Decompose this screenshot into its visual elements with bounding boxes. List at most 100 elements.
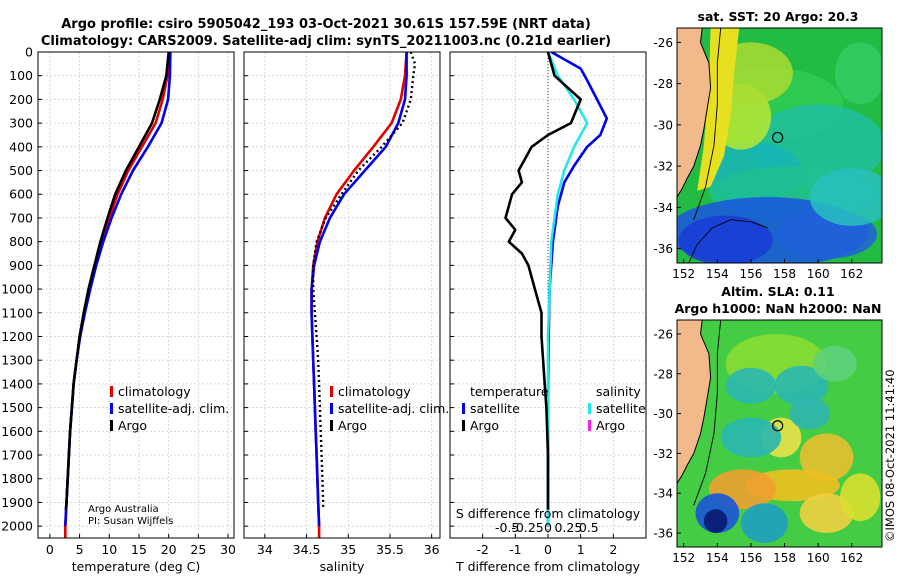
land xyxy=(677,28,712,198)
x-tick-label: 25 xyxy=(190,542,206,557)
y-tick-label: 600 xyxy=(9,187,33,202)
difference-legend: temperature salinity satellite Argo sate… xyxy=(462,384,646,433)
y-tick-label: 400 xyxy=(9,139,33,154)
y-tick-label: 200 xyxy=(9,92,33,107)
x-axis-label: T difference from climatology xyxy=(455,559,641,574)
diff-legend-label-t-argo: Argo xyxy=(470,418,499,433)
series-line-satellite-adj-clim- xyxy=(310,52,408,527)
x-tick-label: 10 xyxy=(101,542,117,557)
y-tick-label: 300 xyxy=(9,116,33,131)
credit-line1: Argo Australia xyxy=(88,504,159,515)
sal-legend-label-satellite: satellite-adj. clim. xyxy=(338,401,449,416)
map-x-tick-label: 162 xyxy=(840,267,863,281)
contour-line xyxy=(693,28,722,220)
contour-line xyxy=(688,219,768,263)
sla-blob xyxy=(789,397,830,430)
figure-title-line2: Climatology: CARS2009. Satellite-adj cli… xyxy=(41,34,611,49)
diff-legend-swatch-t-argo xyxy=(462,420,465,431)
map-x-tick-label: 158 xyxy=(773,551,796,565)
diff-legend-label-s-satellite: satellite xyxy=(596,401,646,416)
sal-legend-swatch-satellite xyxy=(330,403,333,414)
map-y-tick-label: -28 xyxy=(653,77,673,91)
salinity-legend: climatology satellite-adj. clim. Argo xyxy=(330,384,449,433)
sla-blob xyxy=(799,433,854,482)
legend-label-satellite: satellite-adj. clim. xyxy=(118,401,229,416)
y-tick-label: 1800 xyxy=(1,471,33,486)
y-tick-label: 700 xyxy=(9,210,33,225)
sal-legend-swatch-argo xyxy=(330,420,333,431)
series-line-t-satellite xyxy=(546,52,609,527)
y-tick-label: 2000 xyxy=(1,519,33,534)
x-tick-label: 20 xyxy=(161,542,177,557)
map-y-tick-label: -36 xyxy=(653,242,673,256)
x-tick-label: 35 xyxy=(340,542,356,557)
series-line-argo xyxy=(64,52,170,510)
y-tick-label: 1500 xyxy=(1,400,33,415)
sst-warm-band xyxy=(697,28,740,191)
temperature-panel: 0 5 10 15 20 25 300100200300400500600700800900… xyxy=(1,45,236,575)
map-x-tick-label: 158 xyxy=(773,267,796,281)
x-tick-label: 30 xyxy=(220,542,236,557)
sla-blob xyxy=(774,365,829,406)
plot-frame xyxy=(243,51,441,539)
x-tick-label: 34 xyxy=(257,542,273,557)
x-tick-label: 0 xyxy=(544,542,552,557)
sla-blob xyxy=(725,367,777,404)
map-y-tick-label: -28 xyxy=(653,367,673,381)
diff-legend-title-temperature: temperature xyxy=(470,384,549,399)
sla-map-title: Altim. SLA: 0.11 xyxy=(721,284,834,299)
legend-swatch-satellite xyxy=(110,403,113,414)
sst-blob xyxy=(834,42,882,105)
s-tick-label: 0.5 xyxy=(579,520,599,535)
map-field xyxy=(677,320,882,547)
map-x-tick-label: 156 xyxy=(739,267,762,281)
x-tick-label: 35.5 xyxy=(376,542,404,557)
y-tick-label: 1000 xyxy=(1,282,33,297)
sla-blob xyxy=(740,503,788,544)
map-y-tick-label: -36 xyxy=(653,527,673,541)
map-x-tick-label: 154 xyxy=(706,267,729,281)
diff-legend-swatch-s-argo xyxy=(588,420,591,431)
y-tick-label: 800 xyxy=(9,234,33,249)
s-tick-label: -0.25 xyxy=(511,520,543,535)
x-tick-label: -1 xyxy=(509,542,521,557)
x-tick-label: 1 xyxy=(577,542,585,557)
y-tick-label: 1900 xyxy=(1,495,33,510)
diff-legend-label-t-satellite: satellite xyxy=(470,401,520,416)
y-tick-label: 1300 xyxy=(1,353,33,368)
diff-legend-swatch-t-satellite xyxy=(462,403,465,414)
map-x-tick-label: 160 xyxy=(807,267,830,281)
contour-line xyxy=(693,320,722,506)
x-axis-label: temperature (deg C) xyxy=(72,559,201,574)
series-line-t-argo xyxy=(504,52,583,510)
x-axis-label: salinity xyxy=(320,559,365,574)
map-x-tick-label: 152 xyxy=(672,267,695,281)
series-line-argo xyxy=(312,52,417,510)
map-y-tick-label: -26 xyxy=(653,327,673,341)
sst-map-title: sat. SST: 20 Argo: 20.3 xyxy=(698,9,859,24)
sla-blob xyxy=(839,473,881,522)
series-line-climatology xyxy=(310,52,408,538)
map-frame xyxy=(676,27,883,264)
diff-legend-title-salinity: salinity xyxy=(596,384,641,399)
legend-label-climatology: climatology xyxy=(118,384,191,399)
y-tick-label: 1600 xyxy=(1,424,33,439)
map-y-tick-label: -30 xyxy=(653,118,673,132)
y-tick-label: 900 xyxy=(9,258,33,273)
argo-position-marker xyxy=(772,131,784,144)
salinity-panel: 34 34.5 35 35.5 36 salinity xyxy=(243,51,441,574)
map-y-tick-label: -26 xyxy=(653,36,673,50)
x-tick-label: -2 xyxy=(476,542,488,557)
sla-blob xyxy=(720,417,782,458)
map-x-tick-label: 162 xyxy=(840,551,863,565)
plot-frame xyxy=(37,51,235,539)
x-tick-label: 2 xyxy=(609,542,617,557)
y-tick-label: 1700 xyxy=(1,448,33,463)
map-x-tick-label: 154 xyxy=(706,551,729,565)
y-tick-label: 1400 xyxy=(1,376,33,391)
sst-blob xyxy=(678,215,773,263)
y-tick-label: 100 xyxy=(9,68,33,83)
legend-swatch-argo xyxy=(110,420,113,431)
s-difference-axis-label: S difference from climatology xyxy=(456,506,641,521)
y-tick-label: 500 xyxy=(9,163,33,178)
